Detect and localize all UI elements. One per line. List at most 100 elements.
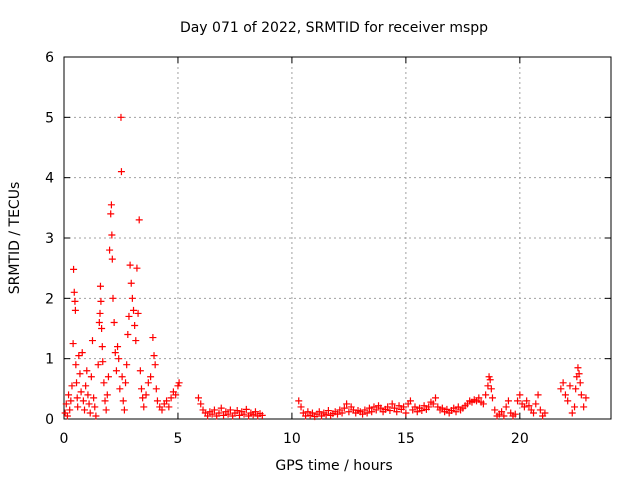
data-point — [204, 412, 212, 420]
data-point — [125, 312, 133, 320]
data-point — [530, 409, 538, 417]
data-point — [532, 400, 540, 408]
data-point — [108, 255, 116, 263]
data-point — [432, 394, 440, 402]
data-point — [74, 403, 82, 411]
data-point — [194, 394, 202, 402]
data-point — [452, 408, 460, 416]
data-point — [564, 397, 572, 405]
data-point — [571, 403, 579, 411]
data-point — [576, 379, 584, 387]
data-point — [70, 265, 78, 273]
data-point — [304, 408, 312, 416]
data-point — [133, 264, 141, 272]
data-point — [541, 409, 549, 417]
data-point — [525, 402, 533, 410]
data-point — [70, 288, 78, 296]
data-point — [534, 391, 542, 399]
data-point — [144, 379, 152, 387]
data-point — [149, 334, 157, 342]
data-point — [135, 216, 143, 224]
data-point — [174, 382, 182, 390]
data-point — [240, 410, 248, 418]
data-point — [411, 403, 419, 411]
data-point — [79, 397, 87, 405]
data-point — [295, 397, 303, 405]
data-point — [78, 349, 86, 357]
data-point — [302, 412, 310, 420]
data-point — [88, 337, 96, 345]
data-point — [119, 397, 127, 405]
data-point — [485, 373, 493, 381]
data-point — [131, 321, 139, 329]
data-point — [322, 411, 330, 419]
data-point — [98, 325, 106, 332]
data-point — [98, 343, 106, 351]
data-point — [117, 168, 125, 176]
data-point — [116, 385, 124, 393]
data-point — [84, 391, 92, 399]
plot-frame — [63, 56, 612, 420]
data-point — [514, 397, 522, 405]
data-point — [413, 408, 421, 416]
data-point — [66, 406, 74, 414]
data-point — [112, 367, 120, 375]
data-point — [242, 405, 250, 413]
data-point — [224, 410, 232, 418]
chart-title: Day 071 of 2022, SRMTID for receiver msp… — [180, 20, 488, 36]
data-point — [175, 379, 183, 387]
data-point — [85, 400, 93, 408]
data-point — [502, 403, 510, 411]
data-point — [235, 411, 243, 419]
y-tick-label: 3 — [45, 231, 54, 247]
data-point — [81, 406, 89, 414]
data-point — [511, 410, 519, 418]
data-point — [76, 370, 84, 378]
data-point — [520, 403, 528, 411]
data-point — [100, 379, 108, 387]
data-point — [577, 391, 585, 399]
data-point — [368, 408, 376, 416]
data-point — [580, 403, 588, 411]
data-point — [110, 318, 118, 326]
data-point — [384, 403, 392, 411]
data-point — [226, 406, 234, 414]
data-point — [482, 391, 490, 399]
data-point — [516, 391, 524, 399]
data-point — [297, 403, 305, 411]
data-point — [486, 376, 494, 384]
data-point — [561, 391, 569, 399]
y-tick-label: 5 — [45, 110, 54, 126]
data-point — [95, 318, 103, 326]
data-point — [393, 408, 401, 416]
data-point — [134, 309, 142, 317]
data-point — [71, 297, 79, 305]
data-point — [315, 408, 323, 416]
data-point — [128, 294, 136, 302]
data-point — [136, 367, 144, 375]
x-axis: 0 5 10 15 20 — [60, 57, 529, 447]
data-point — [363, 409, 371, 417]
data-point — [153, 397, 161, 405]
data-point — [73, 379, 81, 387]
data-point — [210, 406, 218, 414]
data-point — [359, 410, 367, 418]
data-point — [251, 408, 259, 416]
data-point — [402, 409, 410, 417]
data-point — [122, 379, 130, 387]
data-point — [67, 397, 75, 405]
data-point — [63, 412, 71, 420]
data-point — [107, 201, 115, 209]
y-tick-label: 1 — [45, 352, 54, 368]
data-point — [340, 404, 348, 412]
data-point — [90, 394, 98, 402]
data-point — [108, 231, 116, 239]
data-point — [111, 349, 119, 357]
data-point — [429, 400, 437, 408]
data-point — [208, 410, 216, 418]
data-point — [217, 404, 225, 412]
data-point — [479, 400, 487, 408]
data-point — [450, 404, 458, 412]
data-point — [334, 410, 341, 418]
